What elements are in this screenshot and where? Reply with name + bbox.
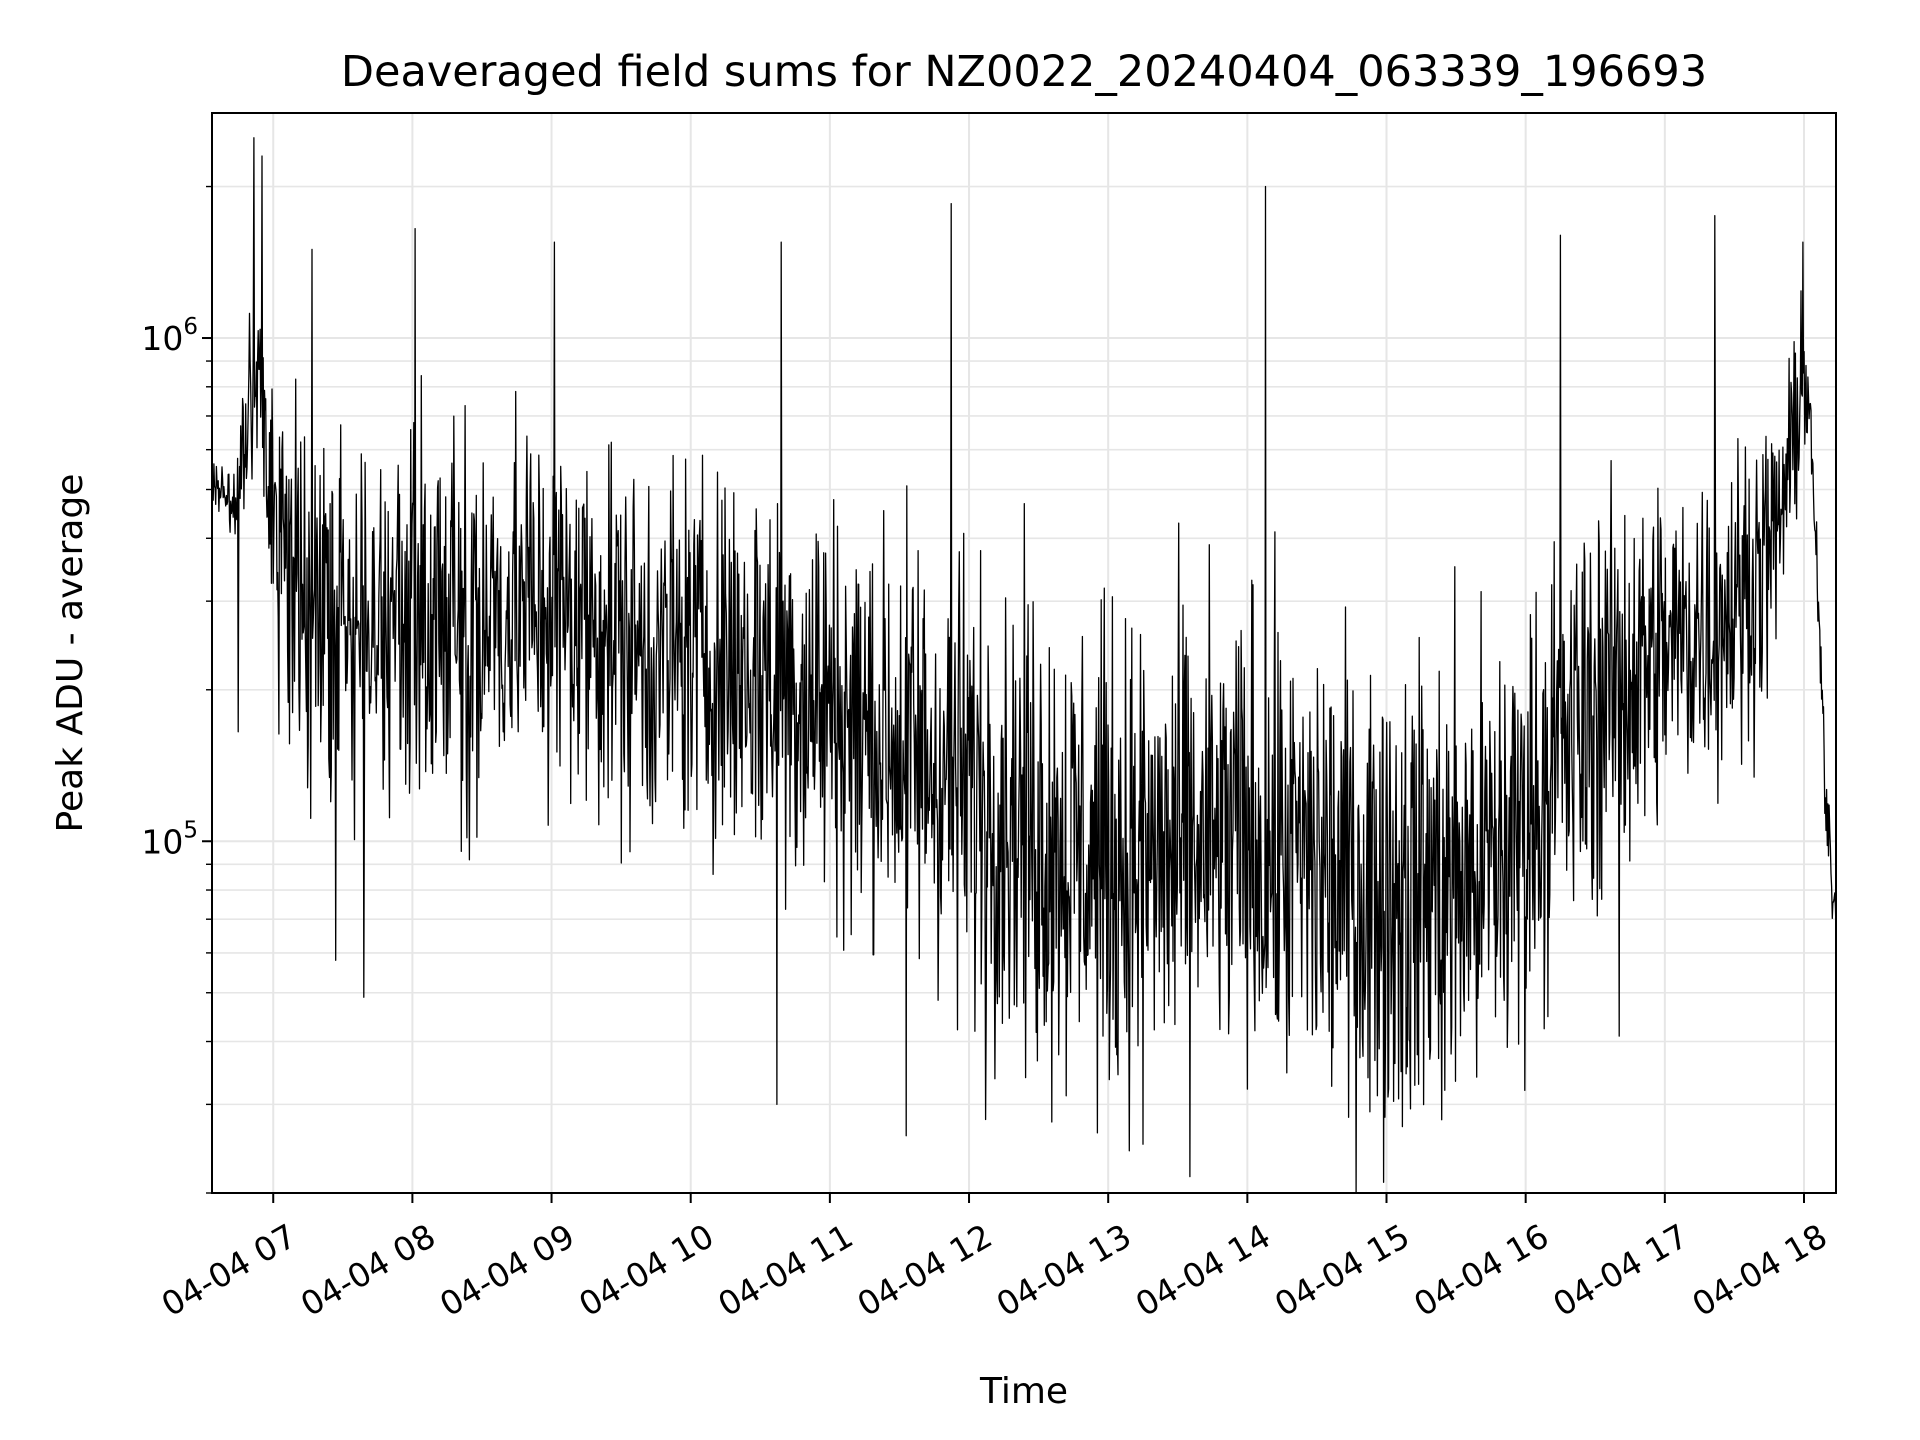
data-layer [212,137,1836,1193]
plot-frame [211,112,1837,1194]
series-line [212,137,1836,1193]
x-axis-label: Time [979,1371,1068,1412]
y-axis-label: Peak ADU - average [50,474,91,833]
y-tick-label: 105 [141,817,198,861]
y-tick-label: 106 [141,314,198,358]
chart-title: Deaveraged field sums for NZ0022_2024040… [341,47,1707,97]
